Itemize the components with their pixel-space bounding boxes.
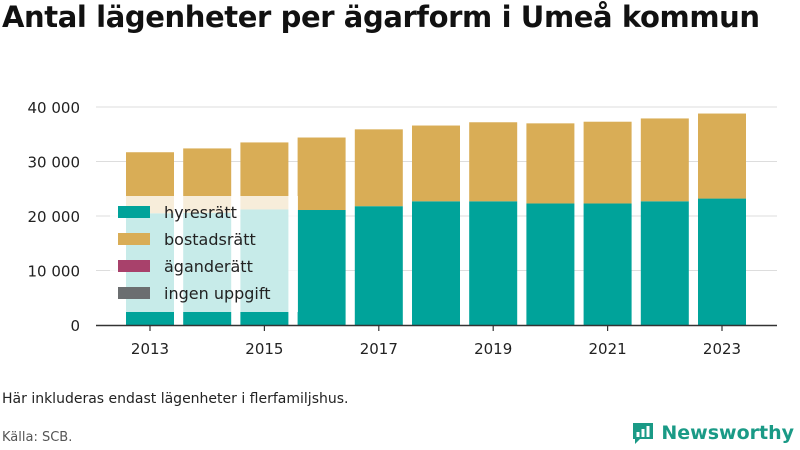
legend-swatch-ingen_uppgift <box>118 287 150 299</box>
bar-segment-bostadsratt <box>469 122 518 202</box>
source-label: Källa: SCB. <box>2 430 73 445</box>
bar-segment-bostadsratt <box>412 125 460 202</box>
brand-logo: Newsworthy <box>631 420 794 446</box>
x-tick-label: 2013 <box>131 340 169 358</box>
bar-segment-hyresratt <box>354 206 403 325</box>
newsworthy-logo-icon <box>633 423 654 444</box>
bar-segment-bostadsratt <box>698 113 746 199</box>
legend-swatch-hyresratt <box>118 206 150 218</box>
y-tick-label: 20 000 <box>28 208 81 226</box>
y-tick-label: 10 000 <box>28 263 81 281</box>
y-tick-label: 0 <box>70 317 80 335</box>
bar-segment-hyresratt <box>297 210 346 325</box>
chart-note: Här inkluderas endast lägenheter i flerf… <box>2 391 349 407</box>
legend-label-bostadsratt: bostadsrätt <box>164 230 256 249</box>
bar-segment-hyresratt <box>640 201 689 325</box>
chart-title: Antal lägenheter per ägarform i Umeå kom… <box>2 0 760 34</box>
legend-label-hyresratt: hyresrätt <box>164 203 237 222</box>
x-tick-label: 2021 <box>589 340 627 358</box>
bar-segment-bostadsratt <box>583 121 632 204</box>
bar-segment-hyresratt <box>412 201 460 325</box>
y-tick-label: 30 000 <box>28 154 81 172</box>
brand-name: Newsworthy <box>661 422 794 444</box>
bar-segment-bostadsratt <box>640 118 689 202</box>
bar-segment-hyresratt <box>583 203 632 325</box>
bar-segment-bostadsratt <box>354 129 403 207</box>
legend: hyresrätt bostadsrätt äganderätt ingen uppg… <box>110 196 298 312</box>
legend-label-ingen_uppgift: ingen uppgift <box>164 284 271 303</box>
legend-label-aganderatt: äganderätt <box>164 257 253 276</box>
x-tick-label: 2015 <box>245 340 283 358</box>
stacked-bar-chart: 0 10 000 20 000 30 000 40 000 2013 2015 2017 201… <box>28 99 777 358</box>
x-tick-label: 2019 <box>474 340 512 358</box>
x-tick-label: 2023 <box>703 340 741 358</box>
bar-segment-bostadsratt <box>526 123 575 204</box>
legend-swatch-aganderatt <box>118 260 150 272</box>
bar-segment-hyresratt <box>469 201 518 325</box>
y-tick-label: 40 000 <box>28 99 81 117</box>
bar-segment-bostadsratt <box>297 137 346 211</box>
axes: 0 10 000 20 000 30 000 40 000 2013 2015 2017 201… <box>28 99 777 358</box>
bar-segment-hyresratt <box>526 203 575 325</box>
legend-swatch-bostadsratt <box>118 233 150 245</box>
bar-segment-hyresratt <box>698 198 746 325</box>
x-tick-label: 2017 <box>360 340 398 358</box>
